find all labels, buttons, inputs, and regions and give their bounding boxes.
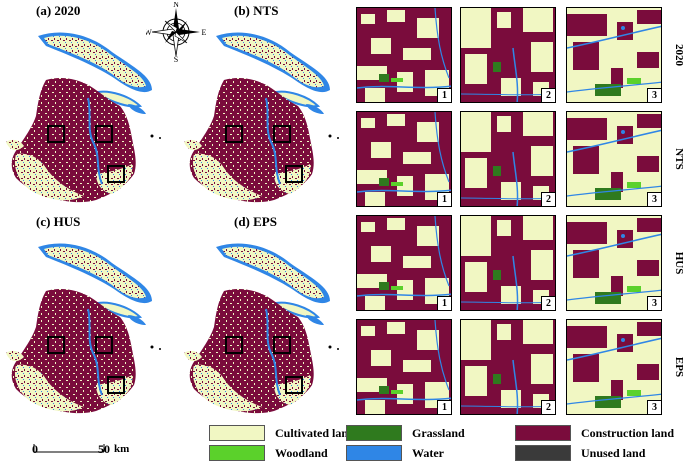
map-eps bbox=[183, 242, 340, 415]
tile-hus-1: 1 bbox=[356, 215, 452, 311]
tile-2020-1: 1 bbox=[356, 7, 452, 103]
tile-number: 1 bbox=[437, 400, 451, 414]
tile-number: 3 bbox=[647, 296, 661, 310]
tile-hus-3: 3 bbox=[566, 215, 662, 311]
scale-bar: 0 50 km bbox=[20, 440, 130, 460]
compass-s: S bbox=[174, 55, 178, 62]
panel-title-d: (d) EPS bbox=[234, 214, 277, 229]
row-label-nts: NTS bbox=[673, 148, 685, 170]
legend-label: Woodland bbox=[275, 446, 328, 460]
legend-swatch bbox=[209, 425, 265, 441]
tile-nts-2: 2 bbox=[460, 111, 556, 207]
legend-label: Cultivated land bbox=[275, 426, 355, 440]
tile-number: 1 bbox=[437, 192, 451, 206]
row-label-eps: EPS bbox=[673, 356, 685, 378]
panel-title-b: (b) NTS bbox=[234, 3, 279, 18]
tile-number: 2 bbox=[541, 88, 555, 102]
tile-number: 1 bbox=[437, 296, 451, 310]
tile-nts-1: 1 bbox=[356, 111, 452, 207]
tile-hus-2: 2 bbox=[460, 215, 556, 311]
tile-eps-2: 2 bbox=[460, 319, 556, 415]
tile-number: 2 bbox=[541, 400, 555, 414]
scale-end: 50 bbox=[98, 442, 110, 456]
tile-nts-3: 3 bbox=[566, 111, 662, 207]
map-2020 bbox=[5, 31, 162, 204]
tile-eps-3: 3 bbox=[566, 319, 662, 415]
tile-number: 2 bbox=[541, 192, 555, 206]
tile-row-nts: 1 2 3 bbox=[356, 111, 671, 207]
tile-row-2020: 1 2 3 bbox=[356, 7, 671, 103]
tile-number: 3 bbox=[647, 88, 661, 102]
legend-swatch bbox=[515, 425, 571, 441]
legend-swatch bbox=[346, 425, 402, 441]
legend-swatch bbox=[209, 445, 265, 461]
map-nts bbox=[183, 31, 340, 204]
legend-swatch bbox=[515, 445, 571, 461]
row-label-hus: HUS bbox=[673, 251, 685, 275]
tile-row-hus: 1 2 3 bbox=[356, 215, 671, 311]
scale-start: 0 bbox=[32, 442, 38, 456]
row-label-2020: 2020 bbox=[673, 44, 685, 66]
tile-row-eps: 1 2 3 bbox=[356, 319, 671, 415]
panel-title-a: (a) 2020 bbox=[36, 3, 81, 18]
legend-swatch bbox=[346, 445, 402, 461]
compass-w: W bbox=[146, 28, 152, 37]
map-hus bbox=[5, 242, 162, 415]
tile-2020-2: 2 bbox=[460, 7, 556, 103]
compass-n: N bbox=[173, 2, 179, 9]
panel-title-c: (c) HUS bbox=[36, 214, 81, 229]
tile-2020-3: 3 bbox=[566, 7, 662, 103]
tile-number: 1 bbox=[437, 88, 451, 102]
legend-label: Construction land bbox=[581, 426, 675, 440]
compass-rose-icon: N S E W bbox=[146, 2, 206, 62]
legend-label: Water bbox=[412, 446, 444, 460]
legend-label: Grassland bbox=[412, 426, 465, 440]
legend-label: Unused land bbox=[581, 446, 646, 460]
scale-unit: km bbox=[114, 443, 130, 455]
tile-eps-1: 1 bbox=[356, 319, 452, 415]
tile-number: 3 bbox=[647, 400, 661, 414]
tile-number: 3 bbox=[647, 192, 661, 206]
compass-e: E bbox=[202, 28, 206, 37]
tile-number: 2 bbox=[541, 296, 555, 310]
